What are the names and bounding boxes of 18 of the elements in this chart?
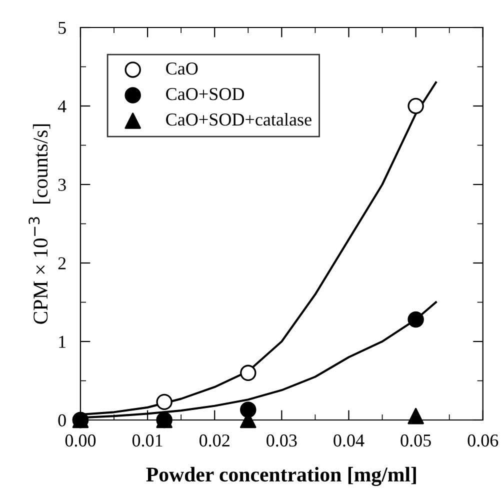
- legend-label: CaO+SOD+catalase: [166, 112, 312, 126]
- y-tick-label: 1: [59, 336, 66, 348]
- x-tick-label: 0.02: [200, 434, 230, 447]
- x-tick-label: 0.06: [468, 434, 498, 447]
- legend-label: CaO: [166, 62, 198, 75]
- x-tick-label: 0.05: [400, 434, 431, 447]
- x-tick-label: 0.01: [132, 434, 162, 447]
- legend-label: CaO+SOD: [166, 88, 244, 100]
- y-tick-label: 5: [58, 22, 66, 34]
- x-tick-label: 0.00: [65, 434, 96, 447]
- y-axis-title: CPM × 10$^{−3}$ [counts/s]: [28, 124, 50, 324]
- y-tick-label: 3: [58, 178, 66, 191]
- y-tick-label: 4: [58, 100, 66, 112]
- x-tick-label: 0.04: [334, 434, 364, 447]
- x-axis-title: Powder concentration [mg/ml]: [146, 466, 416, 486]
- y-tick-label: 2: [58, 257, 66, 270]
- x-tick-label: 0.03: [266, 434, 297, 447]
- y-tick-label: 0: [58, 414, 66, 426]
